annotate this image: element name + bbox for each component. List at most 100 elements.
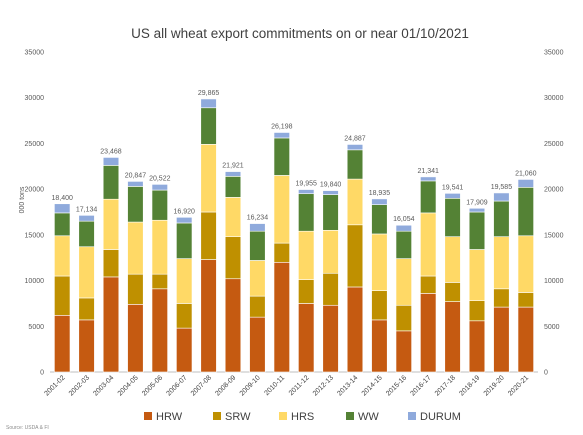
x-tick-label: 2007-08 — [190, 374, 213, 397]
bar-srw-2006-07 — [176, 303, 193, 329]
x-tick-label: 2008-09 — [214, 374, 237, 397]
bar-hrs-2018-19 — [468, 249, 486, 301]
bar-durum-2019-20 — [493, 192, 510, 202]
y-axis-right: 0 5000 10000 15000 20000 25000 30000 35000 — [544, 50, 564, 377]
legend-swatch-durum — [408, 412, 416, 420]
x-tick-label: 2017-18 — [434, 374, 457, 397]
legend-label-ww: WW — [358, 411, 379, 423]
x-tick-label: 2020-21 — [507, 374, 530, 397]
y-tick-label-right: 15000 — [544, 232, 564, 239]
bar-hrs-2006-07 — [176, 258, 193, 304]
bar-hrs-2014-15 — [371, 233, 388, 291]
total-label: 20,847 — [125, 172, 147, 179]
bar-hrs-2020-21 — [517, 235, 534, 293]
bar-srw-2011-12 — [298, 279, 315, 304]
bar-srw-2005-06 — [151, 273, 168, 290]
bar-ww-2016-17 — [420, 180, 437, 214]
bar-srw-2015-16 — [395, 304, 412, 332]
total-label: 21,921 — [222, 163, 244, 170]
bar-durum-2016-17 — [420, 176, 437, 182]
bar-hrw-2020-21 — [517, 306, 534, 373]
bar-hrs-2005-06 — [151, 219, 168, 275]
bar-hrw-2004-05 — [127, 304, 144, 373]
legend-label-hrw: HRW — [156, 411, 183, 423]
bar-durum-2013-14 — [346, 144, 364, 151]
bar-hrs-2015-16 — [395, 258, 412, 306]
total-label: 29,865 — [198, 90, 220, 97]
bar-durum-2001-02 — [54, 203, 71, 214]
x-tick-label: 2019-20 — [483, 374, 506, 397]
bar-hrs-2002-03 — [78, 246, 95, 299]
y-axis-left: 0 5000 10000 15000 20000 25000 30000 35000 — [25, 50, 45, 377]
bar-durum-2004-05 — [127, 181, 144, 187]
x-tick-label: 2016-17 — [409, 374, 432, 397]
bar-hrs-2010-11 — [273, 175, 290, 244]
x-tick-labels: 2001-02 2002-03 2003-04 2004-05 2005-06 2006-… — [43, 374, 530, 397]
total-label: 16,234 — [247, 215, 269, 222]
bar-srw-2001-02 — [54, 275, 71, 316]
bar-hrs-2019-20 — [493, 236, 510, 290]
bar-hrw-2011-12 — [298, 303, 315, 373]
bar-durum-2015-16 — [395, 224, 412, 232]
bar-hrs-2004-05 — [127, 221, 144, 275]
bar-hrw-2018-19 — [468, 320, 486, 373]
bar-hrw-2019-20 — [493, 306, 510, 373]
bar-ww-2017-18 — [444, 197, 461, 237]
legend-label-srw: SRW — [225, 411, 251, 423]
legend-swatch-hrs — [279, 412, 287, 420]
source-note: Source: USDA & FI — [6, 425, 49, 431]
bar-durum-2017-18 — [444, 193, 461, 199]
bar-ww-2013-14 — [346, 149, 364, 180]
total-label: 18,400 — [51, 195, 73, 202]
bar-hrw-2015-16 — [395, 330, 412, 373]
x-tick-label: 2010-11 — [263, 374, 286, 397]
bar-srw-2020-21 — [517, 292, 534, 308]
bar-srw-2012-13 — [322, 272, 339, 306]
x-tick-label: 2002-03 — [68, 374, 91, 397]
y-axis-label: 000 tons — [19, 186, 26, 213]
bar-hrs-2012-13 — [322, 229, 339, 274]
bar-hrs-2001-02 — [54, 235, 71, 277]
bar-hrw-2003-04 — [102, 276, 120, 373]
y-tick-label-left: 5000 — [28, 324, 44, 331]
bar-durum-2014-15 — [371, 198, 388, 205]
total-label: 16,920 — [173, 208, 195, 215]
bar-srw-2004-05 — [127, 273, 144, 305]
x-tick-label: 2018-19 — [458, 374, 481, 397]
bar-hrw-2002-03 — [78, 319, 95, 373]
bar-ww-2002-03 — [78, 220, 95, 248]
total-label: 17,909 — [466, 199, 488, 206]
bar-hrs-2008-09 — [224, 197, 242, 237]
bar-ww-2007-08 — [200, 107, 217, 145]
bar-ww-2020-21 — [517, 187, 534, 237]
bar-srw-2016-17 — [420, 275, 437, 294]
bar-srw-2008-09 — [224, 236, 242, 280]
y-tick-label-left: 25000 — [25, 141, 45, 148]
bar-durum-2020-21 — [517, 179, 534, 188]
bar-hrs-2016-17 — [420, 212, 437, 277]
y-tick-label-right: 30000 — [544, 95, 564, 102]
x-tick-label: 2004-05 — [117, 374, 140, 397]
legend-label-hrs: HRS — [291, 411, 314, 423]
x-tick-label: 2001-02 — [43, 374, 66, 397]
legend: HRW SRW HRS WW DURUM — [144, 411, 461, 423]
total-label: 20,522 — [149, 175, 171, 182]
bar-ww-2012-13 — [322, 194, 339, 231]
total-label: 16,054 — [393, 216, 415, 223]
bar-ww-2018-19 — [468, 211, 486, 250]
bar-durum-2010-11 — [273, 132, 290, 139]
bar-srw-2018-19 — [468, 300, 486, 322]
y-tick-label-left: 20000 — [25, 187, 45, 194]
bar-hrs-2011-12 — [298, 230, 315, 280]
legend-label-durum: DURUM — [420, 411, 461, 423]
total-label: 17,134 — [76, 206, 98, 213]
bar-hrw-2010-11 — [273, 261, 290, 373]
bar-ww-2019-20 — [493, 200, 510, 237]
total-label: 19,840 — [320, 182, 342, 189]
bars-group — [54, 98, 534, 373]
bar-srw-2002-03 — [78, 297, 95, 321]
y-tick-label-left: 30000 — [25, 95, 45, 102]
y-tick-label-left: 10000 — [25, 278, 45, 285]
